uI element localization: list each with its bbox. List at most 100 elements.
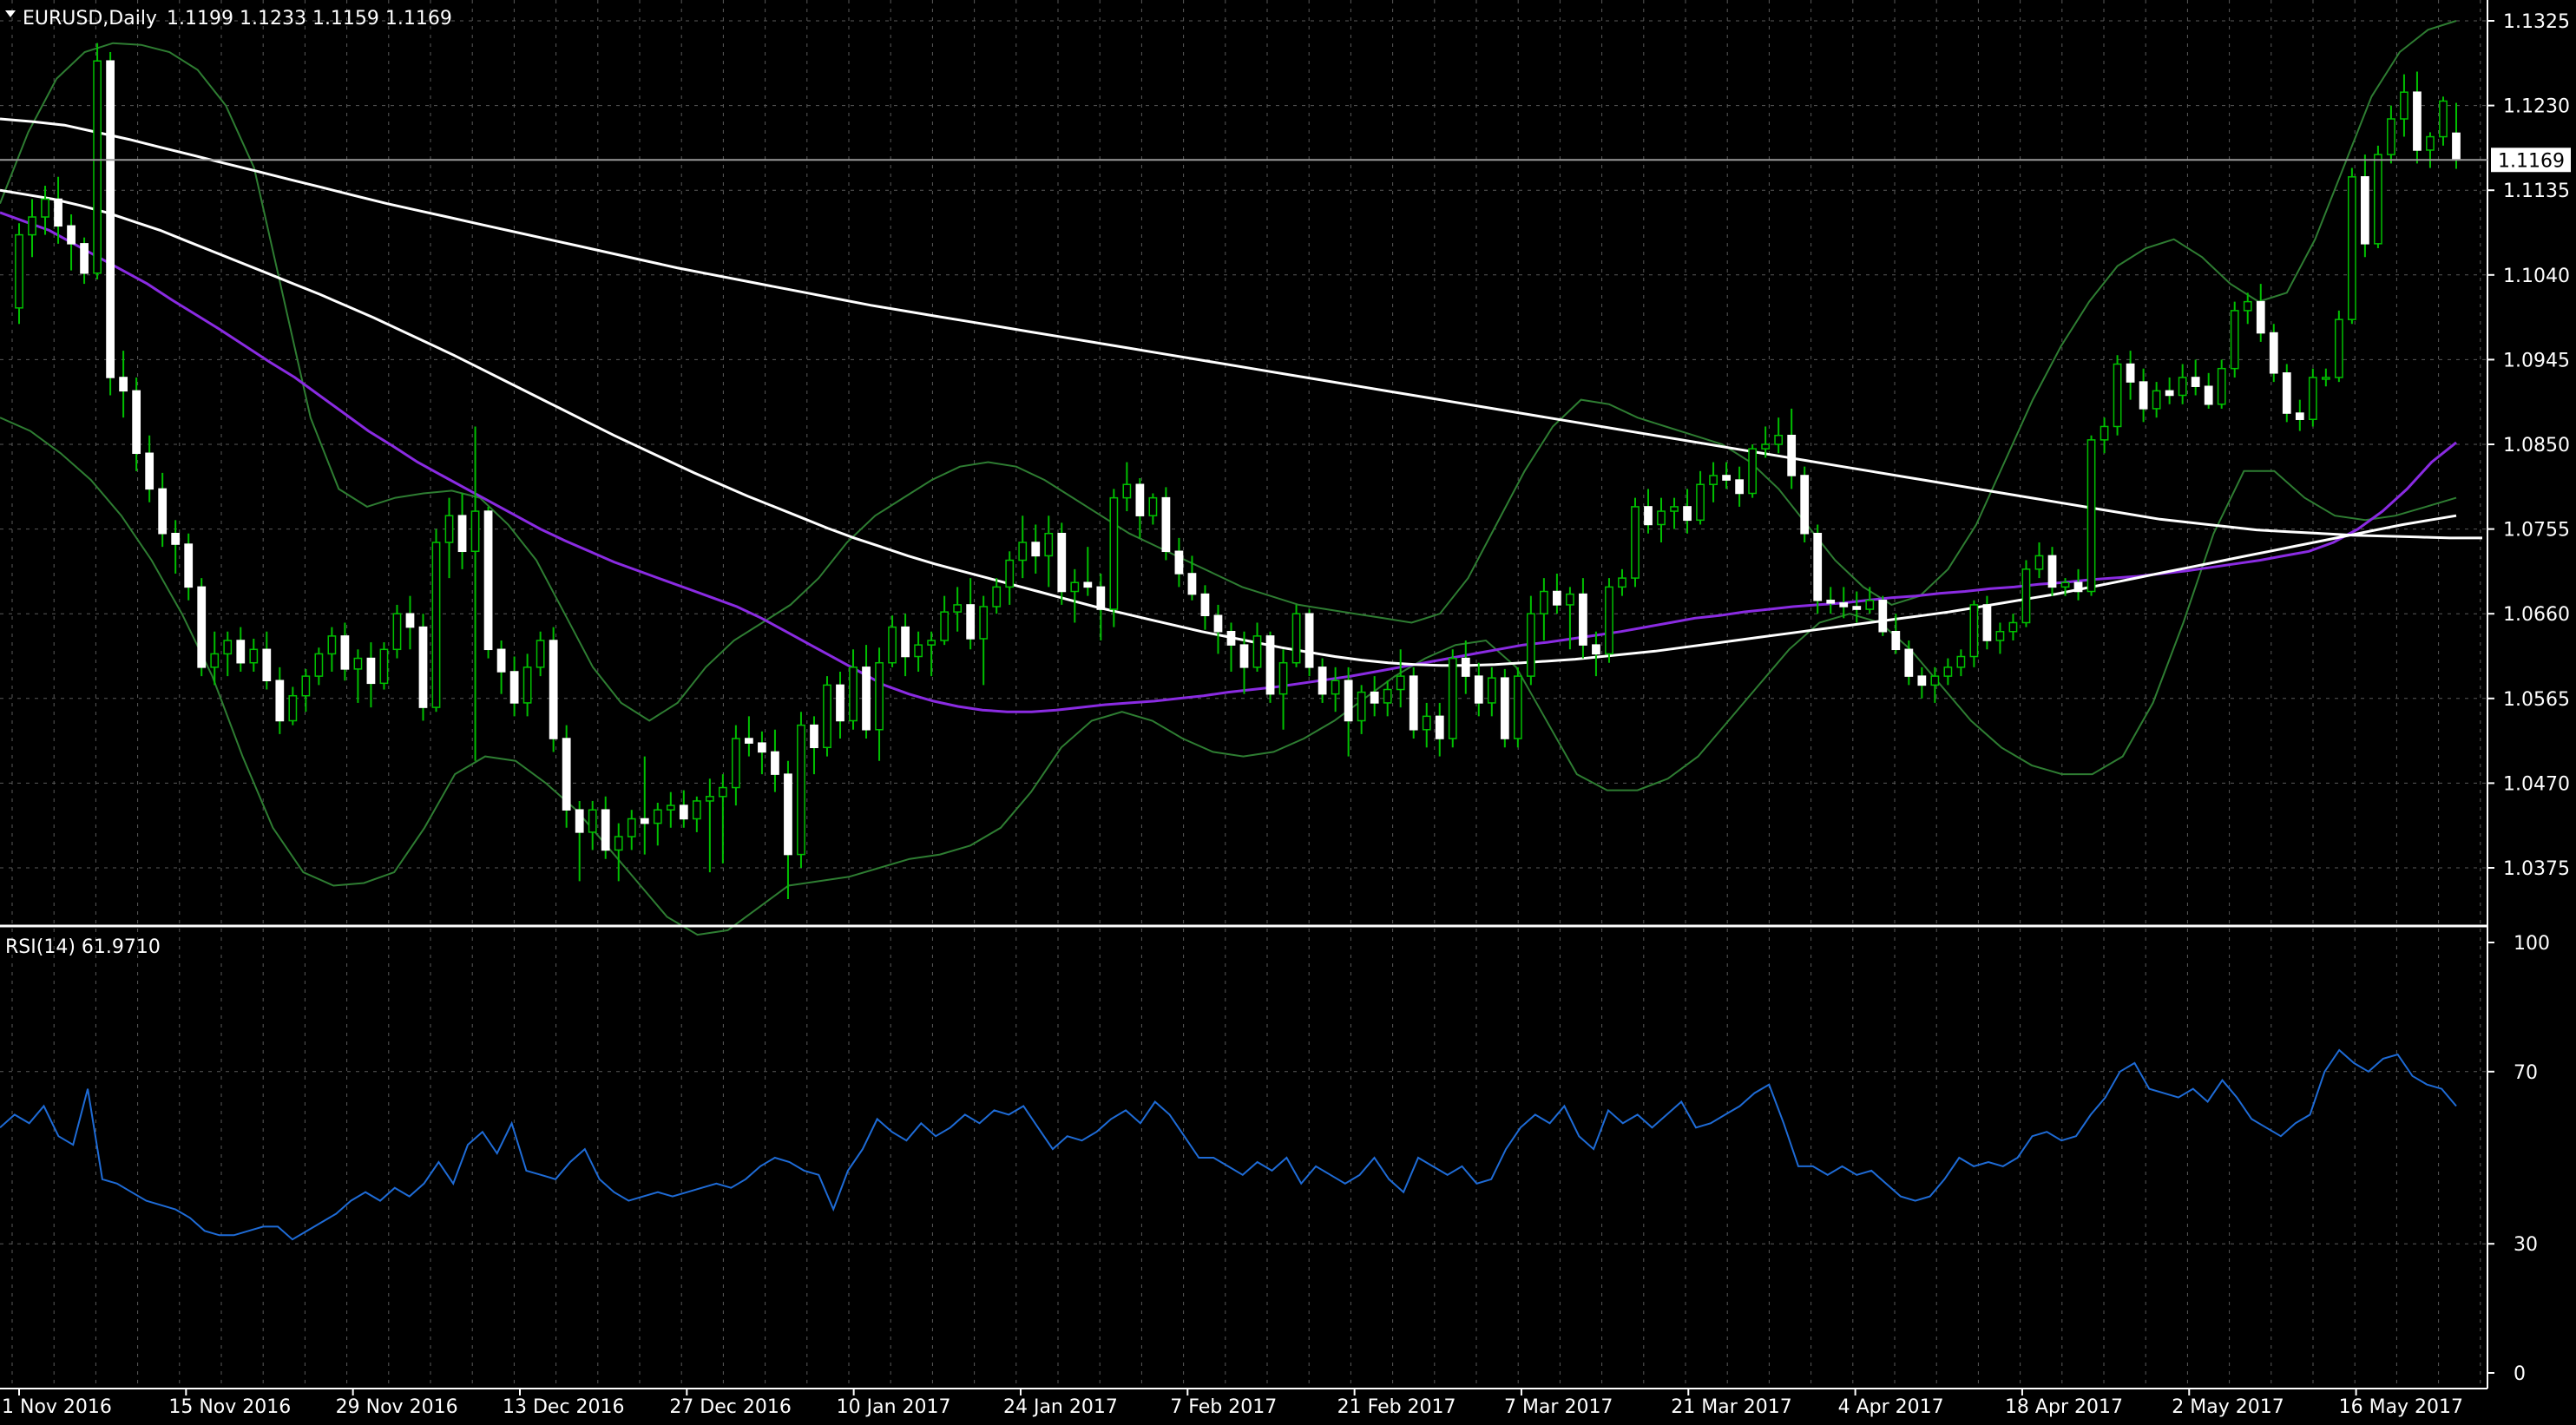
bearish-candle-body	[1813, 532, 1823, 601]
candle	[1670, 497, 1679, 529]
bearish-candle-body	[171, 532, 181, 545]
candle	[2308, 368, 2317, 427]
candle	[1370, 676, 1379, 717]
candle	[1265, 631, 1275, 703]
bearish-candle-body	[418, 626, 428, 708]
bearish-candle-body	[2126, 363, 2135, 383]
candle	[210, 631, 220, 686]
candle	[28, 199, 36, 258]
candle	[771, 729, 779, 792]
candle	[2361, 154, 2369, 258]
symbol-label: EURUSD,Daily	[23, 8, 157, 30]
candle	[2073, 568, 2083, 601]
candle	[496, 640, 506, 694]
candle	[2034, 542, 2044, 579]
candle	[875, 647, 884, 761]
bearish-candle-body	[1592, 644, 1600, 655]
candle	[1318, 658, 1327, 703]
rsi-label: RSI(14) 61.9710	[5, 936, 161, 958]
bullish-candle-body	[1709, 475, 1718, 485]
bullish-candle-body	[718, 786, 727, 798]
candle	[1995, 622, 2005, 654]
candle	[992, 578, 1002, 614]
bearish-candle-body	[54, 198, 62, 227]
bullish-candle-body	[1291, 613, 1301, 664]
bearish-candle-body	[1200, 593, 1210, 617]
candle	[2413, 71, 2422, 164]
candle	[705, 778, 714, 873]
candle	[1813, 524, 1823, 614]
bollinger-bands	[0, 20, 2457, 936]
candle	[2113, 355, 2122, 436]
bullish-candle-body	[1657, 510, 1666, 526]
candle	[1657, 497, 1666, 543]
candle	[2152, 382, 2161, 418]
candle	[1187, 555, 1197, 601]
bullish-candle-body	[249, 648, 259, 664]
bullish-candle-body	[15, 233, 23, 309]
candle	[1553, 573, 1561, 614]
bullish-candle-body	[93, 60, 102, 274]
bearish-candle-body	[2269, 332, 2278, 374]
bullish-candle-body	[1018, 542, 1028, 561]
candle	[745, 716, 753, 757]
date-tick-label: 4 Apr 2017	[1838, 1396, 1944, 1418]
bullish-candle-body	[1513, 675, 1522, 739]
candle	[979, 595, 989, 686]
bullish-candle-body	[444, 515, 454, 543]
bullish-candle-body	[823, 684, 831, 749]
candle	[1409, 667, 1418, 739]
date-tick-label: 13 Dec 2016	[503, 1396, 625, 1418]
bullish-candle-body	[849, 667, 858, 722]
bullish-candle-body	[653, 809, 662, 824]
bearish-candle-body	[145, 452, 154, 490]
bearish-candle-body	[2282, 372, 2291, 414]
candle	[627, 810, 636, 850]
bearish-candle-body	[1787, 434, 1797, 476]
price-tick-label: 1.0660	[2503, 604, 2570, 626]
dropdown-triangle-icon[interactable]	[5, 10, 16, 17]
bearish-candle-body	[2204, 385, 2213, 405]
current-price-label: 1.1169	[2498, 150, 2565, 172]
bearish-candle-body	[1304, 613, 1314, 668]
candle	[2426, 132, 2435, 168]
bearish-candle-body	[1917, 675, 1927, 686]
bearish-candle-body	[1474, 675, 1483, 704]
bullish-candle-body	[1383, 688, 1392, 704]
bullish-candle-body	[1539, 590, 1548, 614]
candle	[158, 472, 168, 548]
bearish-candle-body	[275, 680, 285, 722]
bearish-candle-body	[1239, 644, 1249, 668]
candle	[1709, 462, 1718, 502]
bullish-candle-body	[666, 804, 675, 811]
bullish-candle-body	[2374, 154, 2382, 245]
bearish-candle-body	[1461, 657, 1470, 677]
candle	[1696, 470, 1705, 525]
bullish-candle-body	[2008, 621, 2018, 633]
bearish-candle-body	[2165, 390, 2174, 397]
candle	[862, 645, 871, 739]
bullish-candle-body	[914, 644, 923, 658]
bullish-candle-body	[1631, 506, 1640, 579]
candle	[2126, 351, 2135, 400]
candle	[1044, 515, 1054, 588]
candle	[823, 676, 831, 757]
rsi-panel	[0, 1048, 2487, 1244]
bearish-candle-body	[1683, 506, 1692, 522]
candle	[2321, 368, 2330, 387]
candle	[1891, 614, 1901, 654]
candle	[2282, 364, 2291, 423]
candle	[653, 803, 662, 846]
candle	[679, 790, 688, 828]
date-tick-label: 7 Feb 2017	[1170, 1396, 1277, 1418]
bearish-candle-body	[1057, 532, 1067, 593]
candle	[836, 671, 844, 739]
candle	[549, 627, 558, 752]
candle	[575, 800, 584, 882]
candle	[314, 647, 324, 686]
candle	[2139, 368, 2148, 423]
date-tick-label: 16 May 2017	[2339, 1396, 2463, 1418]
bearish-candle-body	[1265, 635, 1275, 695]
candle	[184, 533, 194, 601]
bearish-candle-body	[1161, 496, 1171, 553]
